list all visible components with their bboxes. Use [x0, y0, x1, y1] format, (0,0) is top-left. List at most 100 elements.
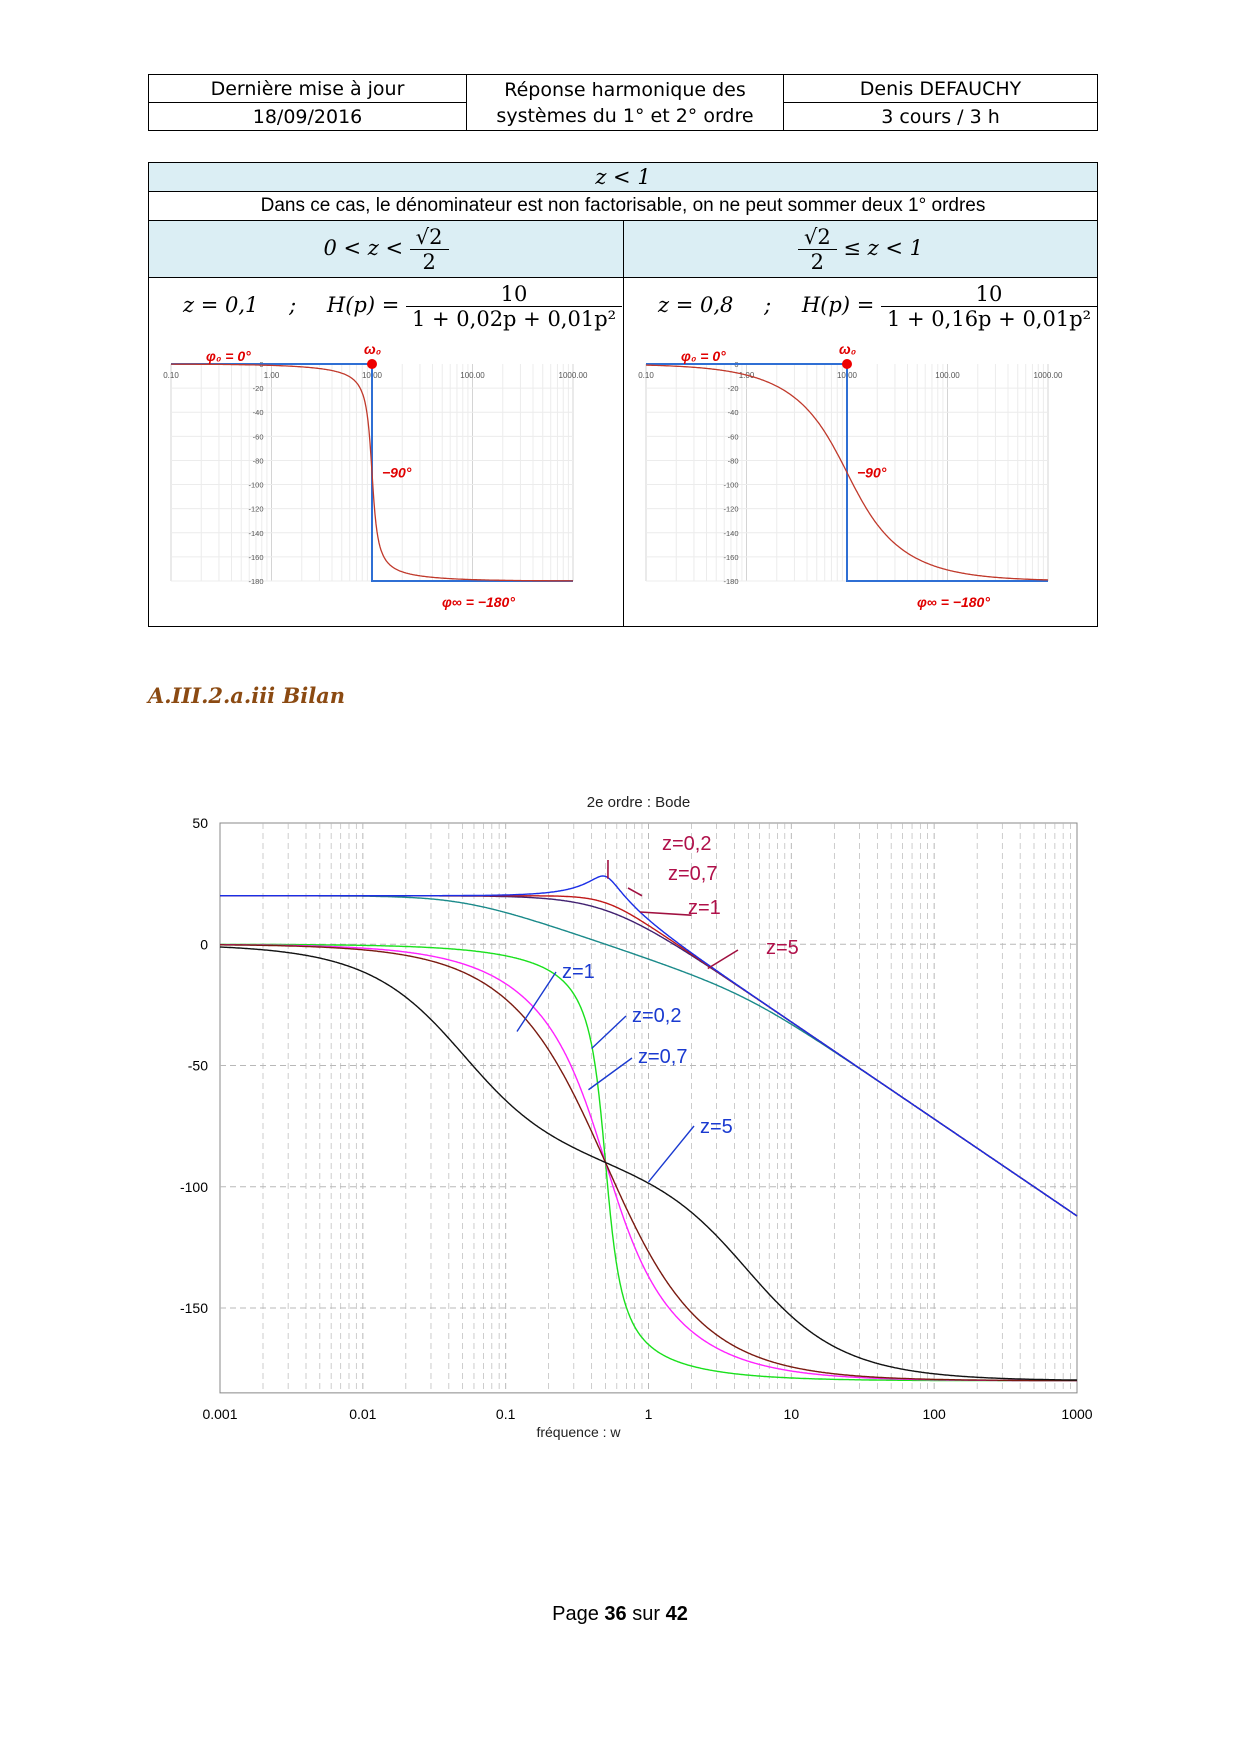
phase-y-tick: -120 [723, 505, 738, 514]
gain-annotation-label: z=0,2 [662, 833, 711, 855]
phase-annotation-leader [588, 1057, 633, 1091]
right-case-num: √2 [797, 225, 837, 250]
gain-annotation-leader [639, 911, 692, 916]
left-sep: ; [289, 293, 297, 317]
phase-y-tick: -20 [253, 384, 264, 393]
omega0-marker [367, 359, 377, 369]
author: Denis DEFAUCHY [783, 74, 1098, 103]
left-h: H(p) = [326, 293, 400, 317]
right-tf-den: 1 + 0,16p + 0,01p² [886, 307, 1092, 331]
phase-annotation-label: z=0,7 [638, 1046, 687, 1068]
phase-annotation-leader [591, 1015, 627, 1050]
phase-curve-z5 [219, 946, 1078, 1381]
phase-y-tick: -100 [723, 481, 738, 490]
bode-y-tick: -50 [188, 1058, 208, 1074]
last-update-label: Dernière mise à jour [148, 74, 467, 103]
right-case: √2 2 ≤ z < 1 [623, 220, 1098, 278]
phase-x-tick: 100.00 [935, 371, 960, 380]
right-tf: z = 0,8 ; H(p) = 10 1 + 0,16p + 0,01p² [658, 282, 1098, 331]
bode-y-tick: 0 [200, 936, 208, 952]
bode-x-tick: 100 [922, 1406, 946, 1422]
phase-x-tick: 1000.00 [1034, 371, 1063, 380]
phase-y-tick: -180 [248, 577, 263, 586]
bode-y-tick: -150 [180, 1300, 208, 1316]
phase-annotation-label: z=1 [562, 961, 595, 983]
phase-y-tick: -140 [248, 529, 263, 538]
phase-y-tick: -80 [728, 456, 739, 465]
bode-chart: 50 0 -50 -100 -150 0.001 0.01 0.1 1 10 100 1000 2e o… [180, 794, 1093, 1440]
phase-y-tick: -180 [723, 577, 738, 586]
page-number: 36 [604, 1603, 627, 1625]
doc-title-line2: systèmes du 1° et 2° ordre [496, 104, 754, 127]
gain-annotation-leader [627, 887, 643, 897]
phase-x-tick: 0.10 [638, 371, 654, 380]
phase-y-tick: -120 [248, 505, 263, 514]
gain-annotation-label: z=1 [688, 897, 721, 919]
phase-x-tick: 100.00 [460, 371, 485, 380]
omega0-label: ω₀ [839, 341, 857, 357]
phase-y-tick: -60 [728, 432, 739, 441]
doc-title-line1: Réponse harmonique des [504, 78, 746, 101]
bode-x-tick: 0.001 [202, 1406, 237, 1422]
left-case-prefix: 0 < z < [323, 235, 404, 260]
phase-plot-left: 0.10 1.00 10.00 100.00 1000.000-20-40-60-80-… [163, 341, 588, 610]
gain-curve-z02 [220, 875, 1078, 1217]
phi0-label: φ₀ = 0° [681, 348, 726, 364]
bode-x-tick: 0.1 [496, 1406, 516, 1422]
phase-y-tick: -40 [253, 408, 264, 417]
phase-y-tick: -60 [253, 432, 264, 441]
phiinf-label: φ∞ = −180° [917, 594, 990, 610]
right-sep: ; [764, 293, 772, 317]
page-footer: Page 36 sur 42 [0, 1603, 1240, 1626]
minus90-label: −90° [382, 465, 412, 481]
left-cell: z = 0,1 ; H(p) = 10 1 + 0,02p + 0,01p² 0.… [148, 277, 624, 627]
condition-row: z < 1 [148, 162, 1098, 192]
right-h: H(p) = [801, 293, 875, 317]
left-z: z = 0,1 [183, 293, 259, 317]
phase-curve-z1 [220, 944, 1077, 1382]
left-case: 0 < z < √2 2 [148, 220, 624, 278]
phase-x-tick: 0.10 [163, 371, 179, 380]
left-case-num: √2 [409, 225, 449, 250]
page-sep-word: sur [632, 1603, 661, 1625]
phase-annotation-label: z=5 [700, 1116, 733, 1138]
phase-annotation-leader [516, 971, 557, 1032]
phase-y-tick: -40 [728, 408, 739, 417]
phase-curve-z01 [171, 363, 573, 582]
right-tf-num: 10 [880, 282, 1098, 307]
phase-x-tick: 1.00 [264, 371, 280, 380]
bode-xlabel: fréquence : w [536, 1424, 621, 1440]
omega0-label: ω₀ [364, 341, 382, 357]
course-info: 3 cours / 3 h [783, 102, 1098, 131]
phase-curve-z08 [646, 364, 1048, 581]
bode-x-tick: 1 [645, 1406, 653, 1422]
left-tf-den: 1 + 0,02p + 0,01p² [411, 307, 617, 331]
page-word: Page [552, 1603, 599, 1625]
phi0-label: φ₀ = 0° [206, 348, 251, 364]
bode-x-tick: 10 [784, 1406, 800, 1422]
bode-y-tick: -100 [180, 1179, 208, 1195]
phase-y-tick: -80 [253, 456, 264, 465]
doc-title: Réponse harmonique des systèmes du 1° et… [466, 74, 784, 131]
left-tf-num: 10 [405, 282, 623, 307]
bode-x-tick: 1000 [1061, 1406, 1092, 1422]
gain-annotation-leader [707, 949, 739, 970]
cases-table: z < 1 Dans ce cas, le dénominateur est n… [148, 162, 1098, 627]
phase-y-tick: -160 [248, 553, 263, 562]
left-case-den: 2 [422, 249, 436, 274]
bode-y-tick: 50 [192, 815, 208, 831]
right-case-den: 2 [810, 249, 825, 274]
phase-y-tick: -160 [723, 553, 738, 562]
phase-y-tick: -140 [723, 529, 738, 538]
omega0-marker [842, 359, 852, 369]
phase-y-tick: -100 [248, 481, 263, 490]
page-total: 42 [665, 1603, 688, 1625]
bode-title: 2e ordre : Bode [587, 794, 690, 811]
phase-annotation-label: z=0,2 [632, 1005, 681, 1027]
phase-plot-right: 0.10 1.00 10.00 100.00 1000.000-20-40-60-80-… [638, 341, 1063, 610]
phase-annotation-leader [647, 1125, 695, 1183]
phase-x-tick: 1000.00 [559, 371, 588, 380]
right-case-suffix: ≤ z < 1 [843, 235, 924, 260]
left-tf: z = 0,1 ; H(p) = 10 1 + 0,02p + 0,01p² [183, 282, 623, 331]
phiinf-label: φ∞ = −180° [442, 594, 515, 610]
